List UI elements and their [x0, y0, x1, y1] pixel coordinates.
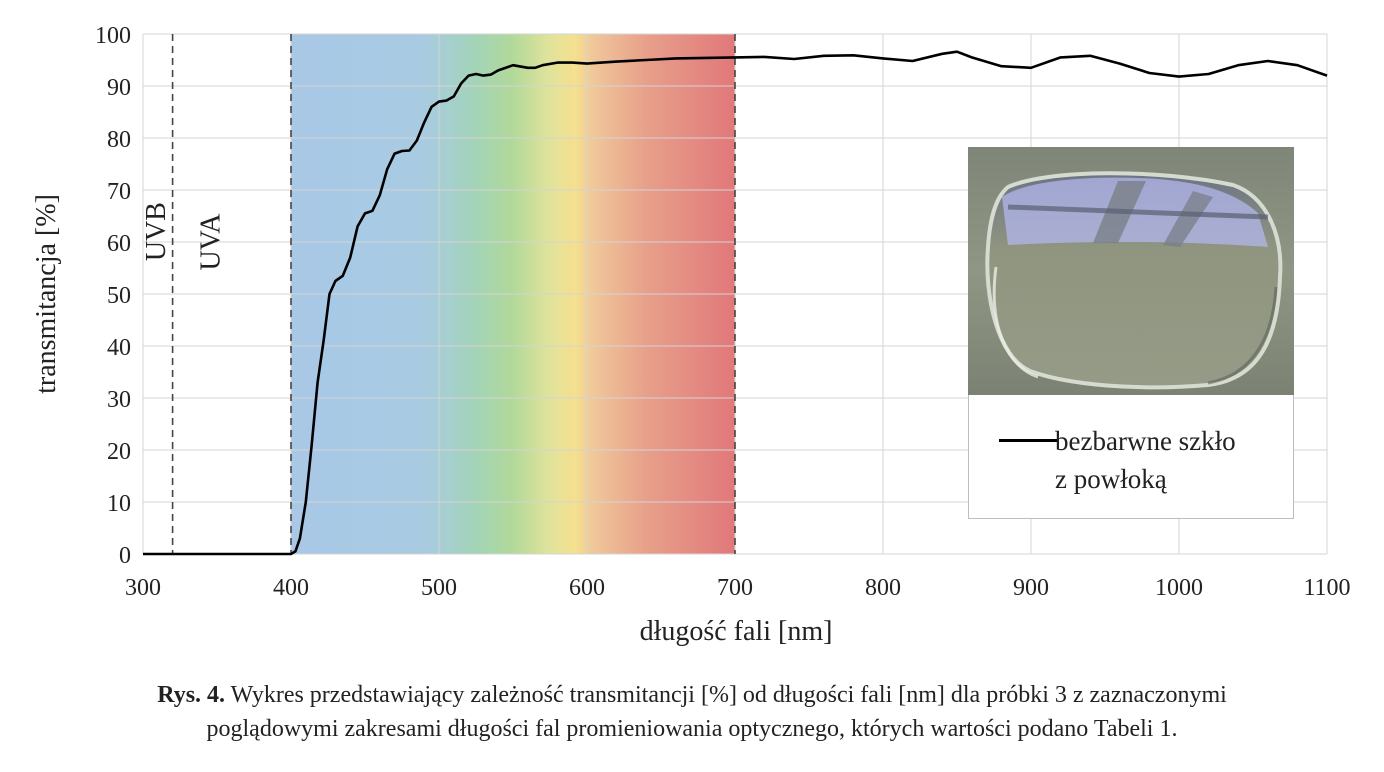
y-tick-label: 90 — [107, 75, 131, 101]
x-tick-label: 1100 — [1303, 575, 1350, 601]
y-tick-label: 30 — [107, 387, 131, 413]
axis-ticks: 0 10 20 30 40 50 60 70 80 90 100 300 400 500 600 700 800… — [95, 23, 1351, 601]
y-tick-label: 20 — [107, 439, 131, 465]
x-tick-label: 500 — [421, 575, 457, 601]
y-tick-label: 70 — [107, 179, 131, 205]
y-tick-label: 10 — [107, 491, 131, 517]
y-tick-label: 60 — [107, 231, 131, 257]
x-tick-label: 300 — [125, 575, 161, 601]
transmittance-chart: UVBUVAIRA 010203040506070809010030040050… — [31, 23, 1351, 647]
y-tick-label: 40 — [107, 335, 131, 361]
legend-line-swatch — [999, 439, 1057, 442]
x-tick-label: 700 — [717, 575, 753, 601]
x-tick-label: 1000 — [1155, 575, 1203, 601]
legend-label-line1: bezbarwne szkło — [1055, 426, 1236, 456]
y-tick-label: 100 — [95, 23, 131, 49]
y-axis-label: transmitancja [%] — [31, 194, 62, 394]
x-tick-label: 900 — [1013, 575, 1049, 601]
legend-label-line2: z powłoką — [1055, 464, 1167, 494]
region-label-uva: UVA — [196, 213, 227, 271]
region-label-uvb: UVB — [141, 202, 172, 261]
caption-text-2: poglądowymi zakresami długości fal promi… — [206, 716, 1178, 742]
x-tick-label: 800 — [865, 575, 901, 601]
region-boundaries — [171, 34, 736, 554]
y-tick-label: 50 — [107, 283, 131, 309]
figure-caption: Rys. 4. Wykres przedstawiający zależność… — [0, 678, 1384, 746]
legend-label: bezbarwne szkło z powłoką — [1055, 422, 1236, 498]
x-tick-label: 400 — [273, 575, 309, 601]
caption-label: Rys. 4. — [157, 682, 226, 708]
series-line-bezbarwne-szklo — [143, 50, 1328, 556]
lens-photo — [968, 147, 1294, 395]
x-tick-label: 600 — [569, 575, 605, 601]
caption-text: Wykres przedstawiający zależność transmi… — [230, 682, 1227, 708]
legend: bezbarwne szkło z powłoką — [968, 395, 1294, 519]
y-tick-label: 0 — [119, 543, 131, 569]
y-tick-label: 80 — [107, 127, 131, 153]
x-axis-label: długość fali [nm] — [640, 616, 833, 647]
